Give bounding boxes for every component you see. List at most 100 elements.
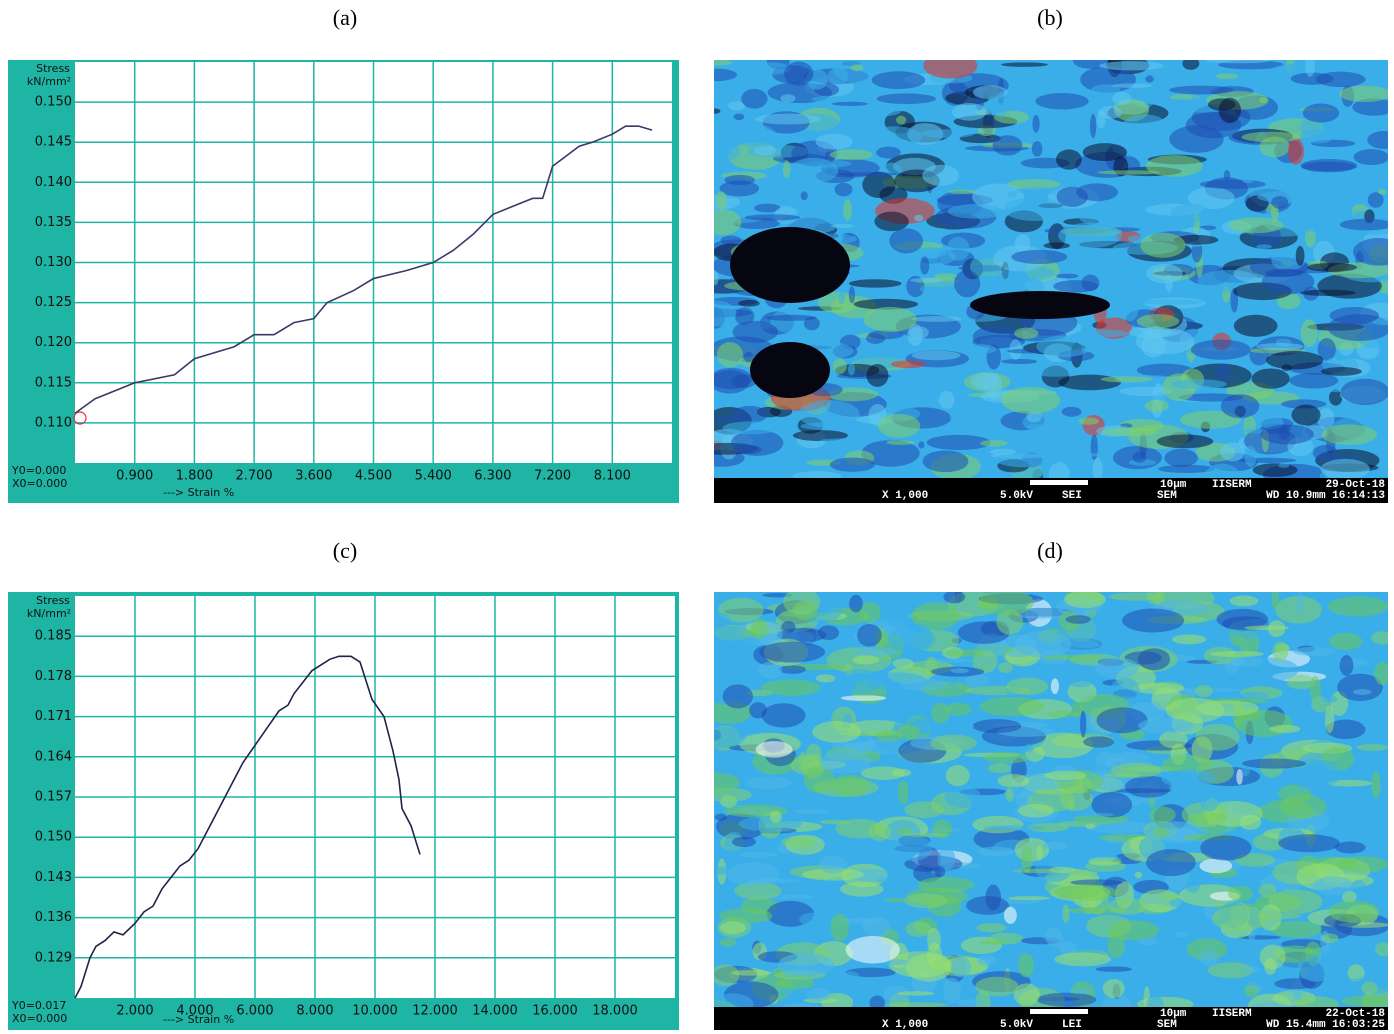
texture-blob xyxy=(788,158,838,184)
texture-blob xyxy=(1307,263,1357,272)
texture-blob xyxy=(868,126,922,148)
x-tick-label: 0.900 xyxy=(116,469,153,484)
texture-blob xyxy=(1321,424,1377,445)
texture-blob xyxy=(876,730,903,741)
texture-blob xyxy=(1169,778,1200,798)
texture-blob xyxy=(1099,61,1164,70)
texture-blob xyxy=(1146,264,1182,283)
texture-blob xyxy=(727,862,780,886)
texture-blob xyxy=(807,988,831,1001)
texture-blob xyxy=(1340,219,1394,231)
texture-blob xyxy=(891,360,926,368)
texture-blob xyxy=(1060,787,1093,810)
sem-detector: SEI xyxy=(1062,490,1082,502)
texture-blob xyxy=(733,445,761,454)
texture-blob xyxy=(886,440,915,445)
texture-blob xyxy=(1057,187,1088,207)
sem-details: WD 15.4mm 16:03:25 xyxy=(1266,1019,1385,1031)
panel-label: (d) xyxy=(1037,538,1063,563)
texture-blob xyxy=(696,69,737,81)
texture-blob xyxy=(710,370,750,393)
texture-blob xyxy=(1159,893,1180,900)
texture-blob xyxy=(1145,75,1153,82)
texture-blob xyxy=(1008,896,1050,900)
texture-blob xyxy=(934,658,978,662)
texture-blob xyxy=(951,957,972,977)
texture-blob xyxy=(1149,797,1155,808)
texture-blob xyxy=(1138,938,1157,945)
texture-blob xyxy=(1301,319,1318,347)
texture-blob xyxy=(1044,242,1070,248)
texture-blob xyxy=(820,438,885,442)
texture-blob xyxy=(1172,379,1227,389)
texture-blob xyxy=(1230,657,1264,667)
texture-blob xyxy=(723,684,753,708)
texture-blob xyxy=(985,885,1001,911)
texture-blob xyxy=(849,286,855,303)
texture-blob xyxy=(892,659,914,669)
x-tick-label: 16.000 xyxy=(532,1004,578,1019)
texture-blob xyxy=(876,147,901,159)
texture-blob xyxy=(838,172,897,176)
texture-blob xyxy=(1144,400,1168,412)
texture-blob xyxy=(1065,615,1090,624)
texture-blob xyxy=(709,108,720,113)
texture-blob xyxy=(931,703,949,724)
texture-blob xyxy=(1006,788,1014,802)
texture-blob xyxy=(866,364,888,387)
x-tick-label: 6.000 xyxy=(236,1004,273,1019)
texture-blob xyxy=(1002,387,1060,414)
texture-blob xyxy=(1313,631,1326,637)
sem-voltage: 5.0kV xyxy=(1000,490,1033,502)
texture-blob xyxy=(801,191,808,200)
texture-blob xyxy=(733,321,779,343)
texture-blob xyxy=(1044,771,1087,780)
y-tick-label: 0.150 xyxy=(35,830,72,845)
y-tick-label: 0.157 xyxy=(35,790,72,805)
texture-blob xyxy=(1353,689,1372,695)
texture-blob xyxy=(878,414,920,438)
texture-blob xyxy=(1297,955,1335,982)
texture-blob xyxy=(1271,589,1278,609)
texture-blob xyxy=(1053,280,1098,292)
texture-blob xyxy=(1208,98,1236,110)
texture-blob xyxy=(1107,898,1147,915)
texture-blob xyxy=(1078,417,1099,424)
texture-blob xyxy=(984,825,1044,830)
texture-blob xyxy=(1303,104,1339,123)
y-tick-label: 0.150 xyxy=(35,95,72,110)
texture-blob xyxy=(1037,993,1097,1007)
texture-blob xyxy=(900,679,947,691)
texture-blob xyxy=(1330,307,1379,324)
y-tick-label: 0.171 xyxy=(35,709,72,724)
texture-blob xyxy=(716,191,727,209)
texture-blob xyxy=(1288,138,1304,165)
x-tick-label: 14.000 xyxy=(472,1004,518,1019)
texture-blob xyxy=(954,270,980,298)
texture-blob xyxy=(1007,191,1017,198)
texture-blob xyxy=(1206,59,1270,64)
texture-blob xyxy=(1036,336,1091,357)
texture-blob xyxy=(952,103,987,121)
texture-blob xyxy=(1021,846,1032,873)
texture-blob xyxy=(1051,678,1059,694)
y-tick-label: 0.140 xyxy=(35,175,72,190)
texture-blob xyxy=(1145,756,1165,763)
texture-blob xyxy=(697,142,740,162)
texture-blob xyxy=(977,846,1014,856)
texture-blob xyxy=(1268,620,1285,637)
texture-blob xyxy=(738,300,759,307)
texture-blob xyxy=(1313,445,1338,461)
texture-blob xyxy=(1182,57,1199,70)
texture-blob xyxy=(943,591,965,604)
texture-blob xyxy=(794,809,828,814)
x-tick-label: 18.000 xyxy=(592,1004,638,1019)
texture-blob xyxy=(717,342,743,367)
texture-blob xyxy=(1062,904,1069,923)
texture-blob xyxy=(909,326,928,339)
texture-blob xyxy=(731,970,772,976)
texture-blob xyxy=(1200,950,1218,966)
texture-blob xyxy=(688,772,740,792)
texture-blob xyxy=(1321,459,1370,480)
texture-blob xyxy=(1123,114,1167,135)
